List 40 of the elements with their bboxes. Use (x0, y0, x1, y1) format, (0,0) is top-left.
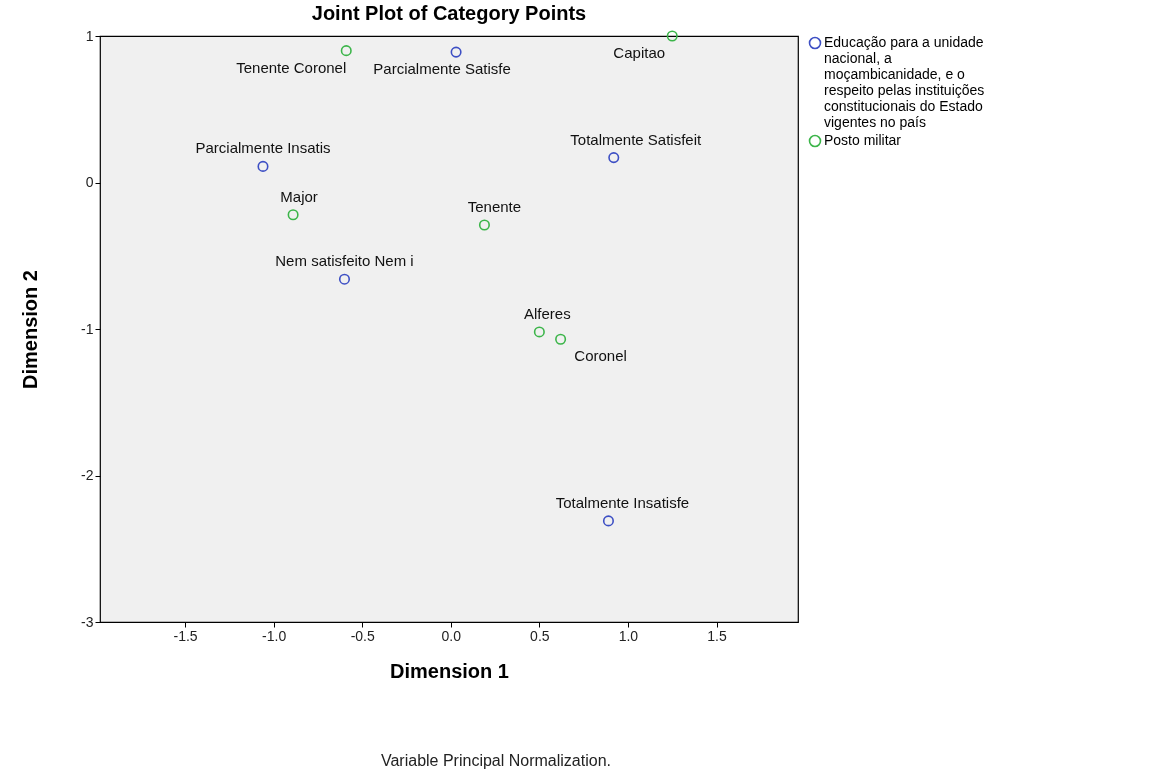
point (608, 152, 620, 164)
x-tick-label: -1.5 (173, 627, 198, 644)
y-tick-label: 0 (85, 174, 94, 190)
point (450, 46, 462, 58)
annotation: Capitao (613, 44, 666, 61)
x-tick-label: 1.0 (618, 627, 639, 644)
annotation: Tenente Coronel (236, 58, 347, 76)
point (533, 326, 545, 338)
point (257, 160, 269, 172)
annotation: Nem satisfeito Nem i (275, 252, 414, 270)
text: Variable Principal Normalization. (380, 752, 612, 770)
point (666, 30, 678, 42)
annotation: Totalmente Insatisfe (555, 493, 690, 511)
x-tick-label: 0.0 (441, 627, 462, 644)
annotation: Major (280, 187, 318, 205)
x-tick-label: -0.5 (350, 627, 375, 644)
y-axis-title: Dimension 2 (19, 270, 42, 389)
point (602, 515, 614, 527)
legend-label: Educação para a unidade nacional, a moçambicanidade, e o respeito pelas instituições constitucionais do Estado vigentes no país (824, 34, 985, 130)
point (555, 333, 567, 345)
point (340, 45, 352, 57)
point (478, 219, 490, 231)
x-tick-label: 1.5 (707, 627, 727, 644)
x-tick-label: 0.5 (530, 627, 550, 644)
point (287, 209, 299, 221)
point (338, 273, 351, 285)
annotation: Totalmente Satisfeit (570, 130, 703, 148)
y-tick-label: 1 (85, 27, 94, 44)
annotation: Parcialmente Satisfe (373, 60, 511, 78)
annotation: Parcialmente Insatis (195, 139, 331, 157)
y-tick-label: -1 (81, 320, 94, 337)
x-axis-title: Dimension 1 (390, 659, 509, 682)
annotation: Coronel (574, 347, 627, 365)
legend-label: Posto militar (824, 132, 902, 148)
annotation: Tenente (467, 197, 522, 215)
chart-title: Joint Plot of Category Points (311, 2, 587, 25)
y-tick-label: -3 (81, 613, 94, 630)
annotation: Alferes (524, 304, 571, 322)
x-tick-label: -1.0 (262, 627, 287, 644)
y-tick-label: -2 (81, 467, 94, 483)
